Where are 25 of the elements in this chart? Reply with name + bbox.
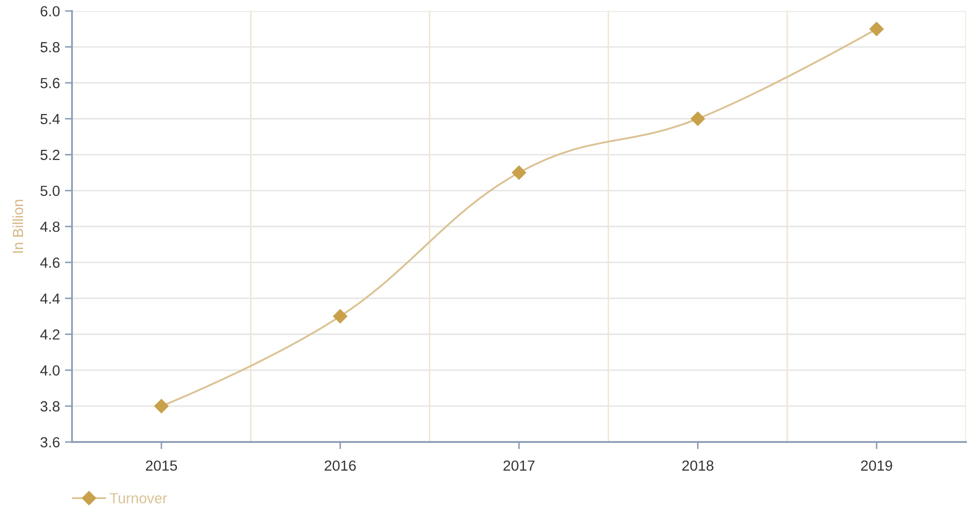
x-tick-label: 2015: [146, 460, 178, 471]
y-tick-label: 5.2: [40, 150, 60, 160]
point: [870, 22, 884, 36]
y-tick-label: 4.6: [40, 258, 60, 268]
y-tick-label: 5.6: [40, 78, 60, 88]
legend-label: Turnover: [110, 493, 167, 504]
y-tick-label: 4.4: [40, 294, 60, 304]
x-tick-label: 2016: [324, 460, 356, 471]
point: [512, 166, 526, 180]
y-tick-label: 4.8: [40, 222, 60, 232]
y-tick-label: 3.6: [40, 437, 60, 448]
y-axis-title: In Billion: [12, 200, 24, 253]
point: [154, 399, 168, 414]
x-tick-label: 2019: [861, 460, 892, 471]
x-tick-label: 2017: [504, 460, 534, 471]
y-tick-label: 6.0: [40, 6, 60, 16]
y-tick-label: 5.0: [40, 186, 60, 196]
point: [690, 112, 705, 126]
y-tick-label: 4.0: [40, 365, 60, 376]
y-tick-label: 5.8: [40, 42, 60, 52]
point: [333, 309, 348, 324]
y-tick-label: 3.8: [40, 401, 60, 412]
y-tick-label: 5.4: [40, 114, 60, 124]
y-tick-label: 4.2: [40, 329, 60, 340]
x-tick-label: 2018: [682, 460, 714, 471]
